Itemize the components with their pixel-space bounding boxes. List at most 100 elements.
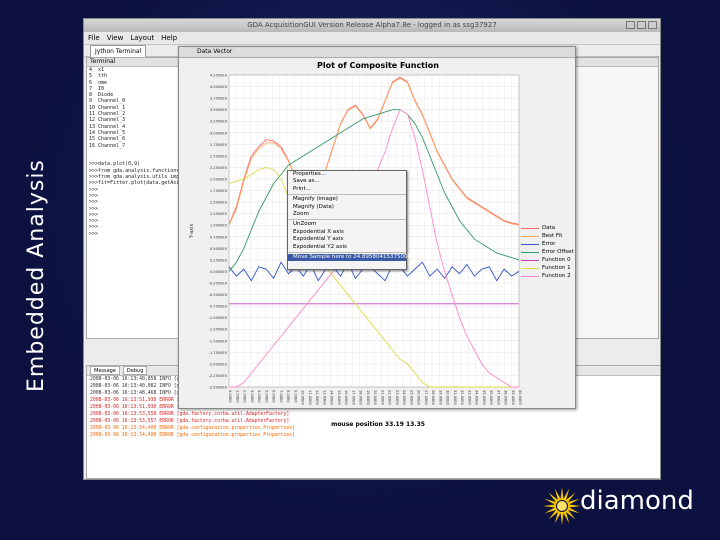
context-menu-item[interactable]: Move Sample here to 24.895804153750004 xyxy=(288,253,415,262)
legend-swatch xyxy=(521,243,539,245)
x-tick-label: 30.00E0 xyxy=(446,390,450,406)
log-line: 2008-03-06 16:13:54,400 ERROR [gda.confi… xyxy=(90,433,296,438)
x-tick-label: 29.00E0 xyxy=(438,390,442,406)
y-tick-label: -1.2500E0 xyxy=(209,328,228,332)
composite-function-chart[interactable]: -2.5000E0 -2.2500E0 -2.0000E0 -1.7500E0 -1.5… xyxy=(179,47,577,409)
terminal-line: 11 Channel_2 xyxy=(89,111,126,118)
logo-ray xyxy=(560,487,564,500)
x-tick-label: 25.00E0 xyxy=(409,390,413,406)
x-tick-label: 26.00E0 xyxy=(417,390,421,406)
x-tick-label: 24.00E0 xyxy=(402,390,406,406)
y-tick-label: 0.7500E0 xyxy=(210,235,228,239)
legend-label: Function 2 xyxy=(542,273,571,279)
y-tick-label: 1.0000E0 xyxy=(210,224,228,228)
legend-swatch xyxy=(521,259,539,261)
terminal-line: 16 Channel_7 xyxy=(89,142,126,149)
x-tick-label: 23.00E0 xyxy=(395,390,399,406)
y-tick-label: 0.0000E0 xyxy=(210,270,228,274)
context-menu-item[interactable]: Expodential Y axis xyxy=(293,236,344,243)
y-tick-label: -2.2500E0 xyxy=(209,374,228,378)
context-menu-item[interactable]: Properties... xyxy=(293,171,327,177)
x-tick-label: 20.00E0 xyxy=(373,390,377,406)
menu-layout[interactable]: Layout xyxy=(130,34,155,42)
context-menu-item[interactable]: Print... xyxy=(293,185,311,192)
terminal-line: 4 x1 xyxy=(89,67,105,73)
y-tick-label: -1.5000E0 xyxy=(209,339,228,343)
x-tick-label: 40.00E0 xyxy=(518,390,522,406)
terminal-line: 6 ome xyxy=(89,79,108,86)
x-tick-label: 8.00E0 xyxy=(286,390,290,403)
terminal-line: >>> xyxy=(89,211,99,218)
close-icon[interactable] xyxy=(648,21,657,29)
legend-swatch xyxy=(521,251,539,253)
terminal-line: >>> xyxy=(89,218,99,225)
context-menu-item[interactable]: Expodential X axis xyxy=(293,228,344,235)
window-title: GDA AcquisitionGUI Version Release Alpha… xyxy=(247,21,497,29)
y-tick-label: 0.5000E0 xyxy=(210,247,228,251)
terminal-line: 9 Channel_0 xyxy=(89,98,126,105)
logo-ray xyxy=(548,509,559,520)
legend-label: Function 1 xyxy=(542,265,571,271)
y-tick-label: 1.7500E0 xyxy=(210,189,228,193)
terminal-line: 14 Channel_5 xyxy=(89,129,126,136)
maximize-icon[interactable] xyxy=(637,21,646,29)
mouse-position-readout: mouse position 33.19 13.35 xyxy=(331,421,425,428)
context-menu-item[interactable]: Magnify (image) xyxy=(293,196,338,203)
x-tick-label: 36.00E0 xyxy=(489,390,493,406)
x-tick-label: 5.00E0 xyxy=(264,390,268,403)
terminal-line: >>> xyxy=(89,224,99,231)
tab-debug[interactable]: Debug xyxy=(122,366,148,375)
window-controls xyxy=(626,21,657,29)
context-menu-item[interactable]: Expodential Y2 axis xyxy=(293,243,347,250)
minimize-icon[interactable] xyxy=(626,21,635,29)
terminal-line: >>> xyxy=(89,199,99,206)
series-line xyxy=(228,76,520,225)
tab-jython-terminal[interactable]: Jython Terminal xyxy=(90,45,147,57)
legend-swatch xyxy=(521,267,539,269)
context-menu-item[interactable]: Save as... xyxy=(293,178,320,185)
terminal-line: 12 Channel_3 xyxy=(89,117,126,124)
series-line xyxy=(228,261,520,282)
logo-ray xyxy=(543,504,556,508)
x-tick-label: 38.00E0 xyxy=(504,390,508,406)
x-tick-label: 34.00E0 xyxy=(475,390,479,406)
context-menu-item[interactable]: Magnify (Data) xyxy=(293,203,334,210)
legend-entry: Error Offset xyxy=(521,248,575,256)
y-tick-label: 2.2500E0 xyxy=(210,166,228,170)
y-axis-label: Y-axis xyxy=(189,223,195,239)
log-line: 2008-03-06 16:13:53,557 ERROR [gda.facto… xyxy=(90,419,290,424)
y-tick-label: 3.7500E0 xyxy=(210,97,228,101)
context-menu-separator xyxy=(288,219,406,221)
y-tick-label: -0.7500E0 xyxy=(209,305,228,309)
x-tick-label: 37.00E0 xyxy=(496,390,500,406)
y-tick-label: 0.2500E0 xyxy=(210,258,228,262)
legend-swatch xyxy=(521,235,539,237)
terminal-line: 15 Channel_6 xyxy=(89,136,126,143)
x-tick-label: 19.00E0 xyxy=(366,390,370,406)
legend-entry: Function 1 xyxy=(521,264,575,272)
data-vector-tab[interactable]: Data Vector xyxy=(197,48,233,55)
x-tick-label: 28.00E0 xyxy=(431,390,435,406)
logo-ray xyxy=(554,510,562,524)
legend-label: Error Offset xyxy=(542,249,574,255)
x-tick-label: 3.00E0 xyxy=(250,390,254,403)
y-tick-label: -0.2500E0 xyxy=(209,282,228,286)
menu-help[interactable]: Help xyxy=(161,34,178,42)
context-menu-item[interactable]: Zoom xyxy=(293,210,309,217)
x-tick-label: 1.00E0 xyxy=(235,390,239,403)
menu-view[interactable]: View xyxy=(106,34,124,42)
x-tick-label: 18.00E0 xyxy=(359,390,363,406)
legend-label: Best Fit xyxy=(542,233,563,239)
log-line: 2008-03-06 16:13:54,400 ERROR [gda.confi… xyxy=(90,426,296,431)
y-tick-label: -2.5000E0 xyxy=(209,386,228,390)
terminal-line: >>> xyxy=(89,186,99,193)
context-menu-separator xyxy=(288,194,406,196)
menu-file[interactable]: File xyxy=(88,34,100,42)
tab-message[interactable]: Message xyxy=(90,366,120,375)
logo-ray xyxy=(544,498,558,506)
legend-label: Error xyxy=(542,241,556,247)
context-menu-separator xyxy=(288,251,406,253)
context-menu-item[interactable]: UnZoom xyxy=(293,221,317,228)
legend-entry: Function 2 xyxy=(521,272,575,280)
x-tick-label: 14.00E0 xyxy=(330,390,334,406)
